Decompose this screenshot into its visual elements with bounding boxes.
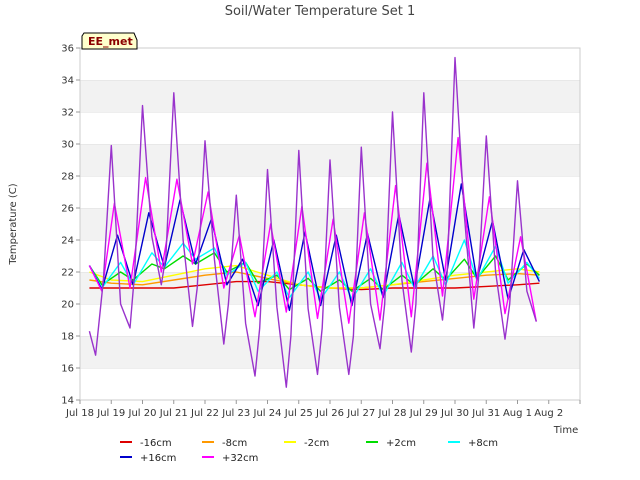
y-tick-label: 20 <box>61 300 74 311</box>
x-tick-label: Jul 26 <box>315 408 344 419</box>
y-tick-label: 32 <box>61 108 74 119</box>
annotation-text: EE_met <box>88 35 133 48</box>
legend: -16cm -8cm -2cm +2cm +8cm +16cm +32cm <box>120 438 498 464</box>
annotation-box <box>81 32 138 50</box>
grid-bands <box>80 47 580 400</box>
grid-band <box>80 176 580 208</box>
x-tick-label: Jul 20 <box>128 408 157 419</box>
x-tick-label: Jul 19 <box>96 408 125 419</box>
x-tick-label: Jul 24 <box>253 408 282 419</box>
grid-band <box>80 336 580 368</box>
x-axis: Jul 18 Jul 19 Jul 20 Jul 21 Jul 22 Jul 23 Jul … <box>65 400 581 419</box>
legend-label: +2cm <box>386 438 416 449</box>
x-axis-label: Time <box>553 425 578 436</box>
legend-label: +16cm <box>140 453 176 464</box>
x-tick-label: Jul 18 <box>65 408 94 419</box>
x-tick-label: Jul 28 <box>378 408 407 419</box>
y-tick-label: 16 <box>61 364 74 375</box>
x-tick-label: Jul 25 <box>284 408 313 419</box>
y-axis: 14 16 18 20 22 24 26 28 30 32 34 36 <box>61 44 80 407</box>
chart-title: Soil/Water Temperature Set 1 <box>225 4 416 19</box>
y-tick-label: 18 <box>61 332 74 343</box>
grid-band <box>80 368 580 400</box>
x-tick-label: Aug 1 <box>503 408 532 419</box>
series-lines <box>88 56 541 388</box>
x-tick-label: Jul 27 <box>346 408 375 419</box>
y-tick-label: 14 <box>61 396 74 407</box>
legend-label: -2cm <box>304 438 329 449</box>
x-tick-label: Jul 22 <box>190 408 219 419</box>
y-tick-label: 26 <box>61 204 74 215</box>
grid-band <box>80 112 580 144</box>
x-tick-label: Jul 29 <box>409 408 438 419</box>
y-tick-label: 30 <box>61 140 74 151</box>
x-tick-label: Aug 2 <box>534 408 563 419</box>
x-tick-label: Jul 30 <box>440 408 469 419</box>
series-line-64cm <box>88 56 537 388</box>
y-tick-label: 36 <box>61 44 74 55</box>
grid-band <box>80 304 580 336</box>
grid-band <box>80 48 580 80</box>
legend-label: -8cm <box>222 438 247 449</box>
ee-met-annotation: EE_met <box>81 32 138 50</box>
y-tick-label: 34 <box>61 76 74 87</box>
y-tick-label: 28 <box>61 172 74 183</box>
x-tick-label: Jul 21 <box>159 408 188 419</box>
legend-label: -16cm <box>140 438 172 449</box>
x-tick-label: Jul 31 <box>471 408 500 419</box>
x-tick-label: Jul 23 <box>221 408 250 419</box>
y-axis-label: Temperature (C) <box>8 183 19 265</box>
grid-band <box>80 80 580 112</box>
y-tick-label: 24 <box>61 236 74 247</box>
legend-label: +32cm <box>222 453 258 464</box>
y-tick-label: 22 <box>61 268 74 279</box>
legend-label: +8cm <box>468 438 498 449</box>
